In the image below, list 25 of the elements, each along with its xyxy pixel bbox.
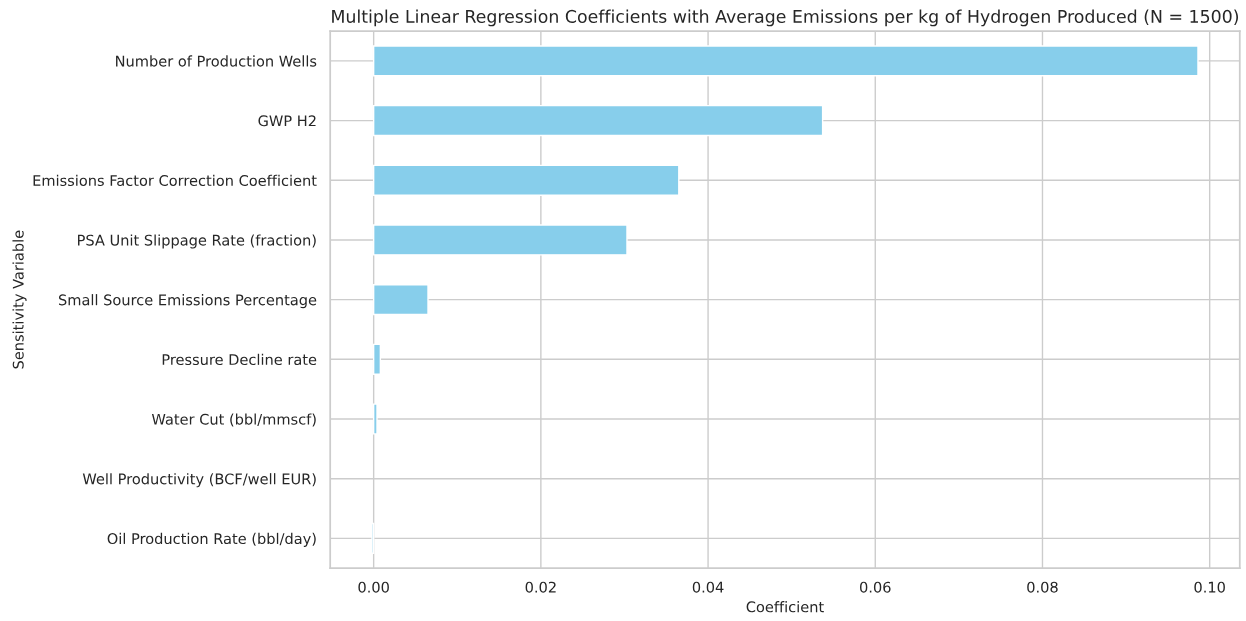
chart-title: Multiple Linear Regression Coefficients with Average Emissions per kg of Hydrogen Produced (N = 1500) <box>332 9 1239 27</box>
bar <box>372 104 824 137</box>
x-tick-label: 0.06 <box>860 581 891 593</box>
x-tick-label: 0.04 <box>692 581 724 593</box>
y-tick-label: PSA Unit Slippage Rate (fraction) <box>78 234 316 249</box>
y-tick-label: Water Cut (bbl/mmscf) <box>151 413 316 427</box>
y-tick-label: Oil Production Rate (bbl/day) <box>107 532 316 547</box>
bar <box>372 164 680 196</box>
y-tick-label: Number of Production Wells <box>116 55 317 67</box>
y-tick-label: Well Productivity (BCF/well EUR) <box>82 473 316 488</box>
y-tick-label: Pressure Decline rate <box>162 353 317 366</box>
y-tick-label: GWP H2 <box>258 115 316 127</box>
y-tick-label: Small Source Emissions Percentage <box>58 294 317 309</box>
x-axis-title: Coefficient <box>746 601 824 613</box>
x-tick-label: 0.00 <box>358 581 389 593</box>
bar <box>372 343 382 375</box>
bar <box>372 45 1199 77</box>
bar <box>372 224 628 256</box>
y-tick-label: Emissions Factor Correction Coefficient <box>33 174 317 187</box>
bar <box>372 403 378 435</box>
bar <box>372 284 429 316</box>
y-axis-title: Sensitivity Variable <box>12 230 27 369</box>
x-tick-label: 0.02 <box>525 581 556 593</box>
x-tick-label: 0.08 <box>1027 581 1058 593</box>
x-tick-label: 0.10 <box>1194 581 1225 593</box>
